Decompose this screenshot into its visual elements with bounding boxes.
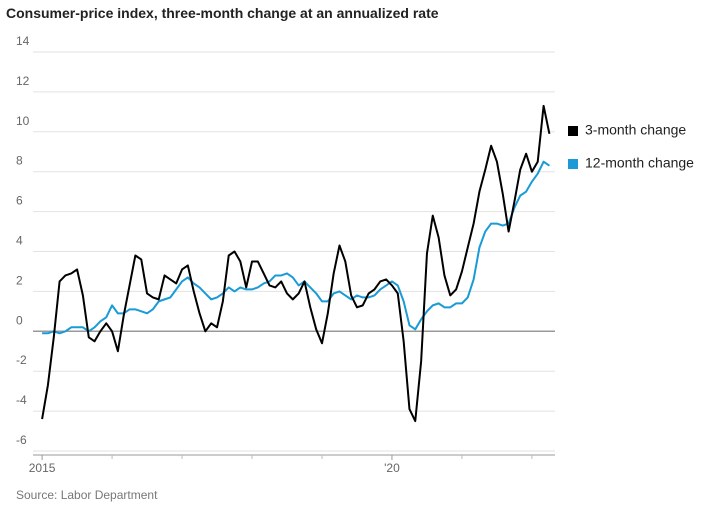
x-tick-label: 2015	[29, 461, 56, 475]
y-tick-label: -6	[16, 433, 27, 447]
source: Source: Labor Department	[16, 488, 158, 502]
y-tick-label: 8	[16, 154, 23, 168]
legend-swatch	[568, 159, 578, 169]
y-tick-label: 4	[16, 233, 23, 247]
y-tick-label: 14	[16, 34, 30, 48]
y-tick-label: 2	[16, 273, 23, 287]
series-line	[42, 160, 550, 335]
legend-swatch	[568, 126, 578, 136]
y-tick-label: -4	[16, 393, 27, 407]
chart-title: Consumer-price index, three-month change…	[6, 5, 439, 21]
y-tick-label: 10	[16, 114, 30, 128]
y-tick-label: 0	[16, 313, 23, 327]
y-tick-label: -2	[16, 353, 27, 367]
y-tick-label: 12	[16, 74, 30, 88]
legend-label: 3-month change	[585, 122, 686, 138]
legend-label: 12-month change	[585, 155, 694, 171]
y-tick-label: 6	[16, 194, 23, 208]
series-line	[41, 104, 551, 423]
x-tick-label: '20	[384, 461, 400, 475]
